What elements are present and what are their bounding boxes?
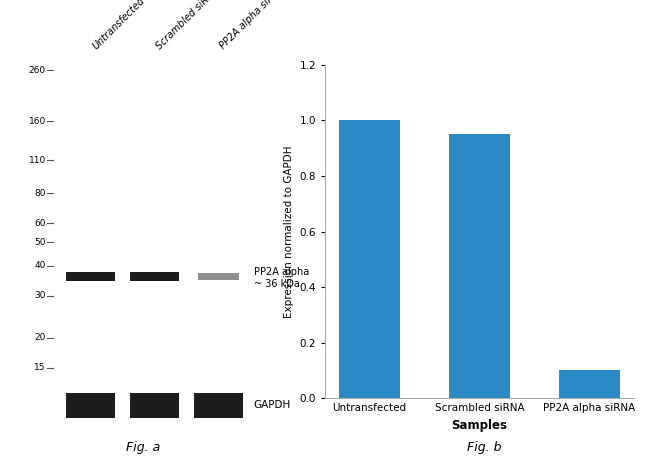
Text: 80: 80 xyxy=(34,189,46,198)
Y-axis label: Expression normalized to GAPDH: Expression normalized to GAPDH xyxy=(284,145,294,318)
Text: 20: 20 xyxy=(34,333,46,342)
Text: ~ 36 kDa: ~ 36 kDa xyxy=(254,279,300,288)
Bar xyxy=(449,134,510,398)
Bar xyxy=(339,120,400,398)
Text: PP2A alpha: PP2A alpha xyxy=(254,267,309,277)
Text: GAPDH: GAPDH xyxy=(254,400,291,410)
Text: Untransfected: Untransfected xyxy=(90,0,146,51)
Text: 15: 15 xyxy=(34,363,46,372)
Bar xyxy=(66,393,115,418)
Text: 110: 110 xyxy=(29,156,46,165)
Bar xyxy=(559,370,619,398)
Bar xyxy=(194,393,242,418)
Text: 160: 160 xyxy=(29,117,46,125)
Text: 40: 40 xyxy=(34,261,46,270)
Bar xyxy=(130,393,179,418)
Text: 30: 30 xyxy=(34,291,46,300)
Text: PP2A alpha siRNA: PP2A alpha siRNA xyxy=(218,0,287,51)
Text: Scrambled siRNA: Scrambled siRNA xyxy=(155,0,221,51)
Text: 50: 50 xyxy=(34,238,46,247)
Text: Fig. a: Fig. a xyxy=(126,441,160,454)
Text: Fig. b: Fig. b xyxy=(467,441,502,454)
Text: 60: 60 xyxy=(34,219,46,228)
Text: 260: 260 xyxy=(29,66,46,75)
X-axis label: Samples: Samples xyxy=(451,419,508,432)
